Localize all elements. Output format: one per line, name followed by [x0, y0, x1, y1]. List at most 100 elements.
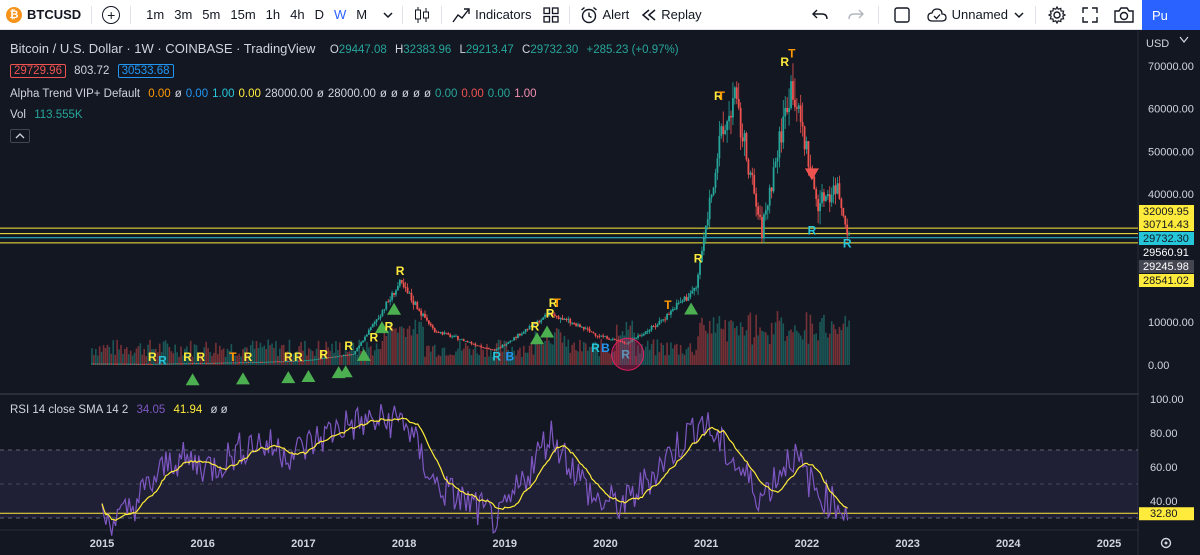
volume-bar: [271, 343, 273, 365]
candle-body: [555, 315, 558, 317]
candle-body: [178, 363, 180, 365]
signal-label: R: [549, 296, 558, 310]
candle-body: [174, 363, 177, 365]
symbol-search[interactable]: ₿ BTCUSD: [0, 0, 87, 30]
templates-button[interactable]: [537, 0, 565, 30]
candle-body: [422, 313, 424, 316]
chart-type-button[interactable]: [407, 0, 437, 30]
buy-price-button[interactable]: 30533.68: [117, 64, 174, 78]
volume-bar: [666, 342, 668, 365]
volume-bar: [532, 354, 535, 365]
candle-body: [689, 293, 692, 298]
interval-5m[interactable]: 5m: [202, 7, 221, 22]
price-label-bg: [1139, 274, 1194, 287]
alert-button[interactable]: Alert: [574, 0, 635, 30]
volume-bar: [730, 319, 732, 365]
volume-bar: [503, 340, 506, 365]
interval-3m[interactable]: 3m: [174, 7, 193, 22]
volume-bar: [844, 315, 847, 365]
volume-bar: [238, 353, 240, 365]
volume-legend[interactable]: Vol 113.555K: [10, 109, 88, 121]
candle-body: [433, 327, 436, 332]
volume-bar: [187, 354, 190, 365]
rewind-icon: [642, 8, 656, 21]
candle-body: [838, 183, 841, 199]
fullscreen-button[interactable]: [883, 0, 921, 30]
price-tick-label: 0.00: [1148, 360, 1169, 372]
candle-body: [127, 363, 130, 365]
candle-body: [358, 345, 361, 349]
volume-bar: [542, 344, 544, 365]
volume-bar: [242, 349, 244, 365]
volume-bar: [112, 340, 115, 365]
indicators-button[interactable]: Indicators: [446, 0, 537, 30]
volume-bar: [792, 332, 794, 365]
candle-body: [154, 363, 157, 365]
candle-body: [305, 360, 308, 361]
compare-button[interactable]: +: [96, 0, 126, 30]
volume-bar: [433, 344, 436, 365]
volume-bar: [275, 341, 277, 365]
volume-bar: [739, 322, 742, 365]
expand-button[interactable]: [1074, 0, 1106, 30]
candle-body: [751, 172, 754, 176]
volume-bar: [840, 330, 843, 365]
candle-body: [412, 300, 415, 305]
candle-body: [185, 363, 188, 365]
volume-bar: [629, 325, 632, 365]
bid-ask-row: 29729.96 803.72 30533.68: [10, 64, 179, 78]
signal-label: R: [183, 350, 192, 364]
interval-4h[interactable]: 4h: [290, 7, 305, 22]
volume-bar: [654, 355, 657, 365]
candle-body: [735, 87, 738, 99]
settings-button[interactable]: [1040, 0, 1074, 30]
candle-body: [234, 362, 237, 364]
candle-body: [120, 363, 122, 365]
interval-1h[interactable]: 1h: [265, 7, 281, 22]
volume-bar: [151, 349, 153, 365]
layout-save-button[interactable]: Unnamed: [921, 0, 1031, 30]
candle-body: [821, 192, 823, 204]
candle-body: [602, 335, 605, 337]
interval-D[interactable]: D: [314, 7, 324, 22]
candle-body: [232, 362, 235, 364]
candle-body: [92, 363, 95, 365]
interval-15m[interactable]: 15m: [230, 7, 256, 22]
axis-settings-icon[interactable]: [1160, 537, 1172, 549]
volume-bar: [728, 321, 730, 365]
signal-label: R: [284, 350, 293, 364]
collapse-legend-button[interactable]: [10, 129, 30, 143]
candle-body: [520, 333, 523, 336]
candle-body: [158, 363, 161, 365]
volume-bar: [399, 326, 401, 365]
candle-body: [639, 335, 641, 337]
chart-legend: Bitcoin / U.S. Dollar · 1W · COINBASE · …: [10, 41, 689, 56]
replay-button[interactable]: Replay: [635, 0, 707, 30]
volume-bar: [753, 337, 756, 365]
interval-W[interactable]: W: [333, 7, 347, 22]
candle-body: [501, 344, 504, 348]
interval-M[interactable]: M: [356, 7, 368, 22]
candle-body: [697, 274, 699, 288]
rsi-legend[interactable]: RSI 14 close SMA 14 2 34.05 41.94 ø ø: [10, 404, 233, 416]
candle-body: [641, 335, 643, 337]
chart-title: Bitcoin / U.S. Dollar · 1W · COINBASE · …: [10, 41, 316, 56]
redo-button[interactable]: [838, 0, 874, 30]
screenshot-button[interactable]: [1106, 0, 1142, 30]
volume-bar: [368, 347, 370, 365]
interval-dropdown[interactable]: [378, 0, 398, 30]
price-label-bg: [1139, 232, 1194, 245]
sell-price-button[interactable]: 29729.96: [10, 64, 66, 78]
volume-bar: [410, 335, 413, 365]
candle-body: [699, 262, 701, 275]
price-label-bg: [1139, 246, 1194, 259]
interval-1m[interactable]: 1m: [146, 7, 165, 22]
undo-button[interactable]: [802, 0, 838, 30]
candle-body: [830, 195, 833, 203]
volume-bar: [552, 344, 554, 365]
volume-bar: [102, 345, 105, 365]
publish-button[interactable]: Pu: [1142, 0, 1200, 30]
volume-bar: [160, 352, 163, 365]
indicator-legend[interactable]: Alpha Trend VIP+ Default 0.00 ø 0.00 1.00 0.…: [10, 88, 546, 100]
